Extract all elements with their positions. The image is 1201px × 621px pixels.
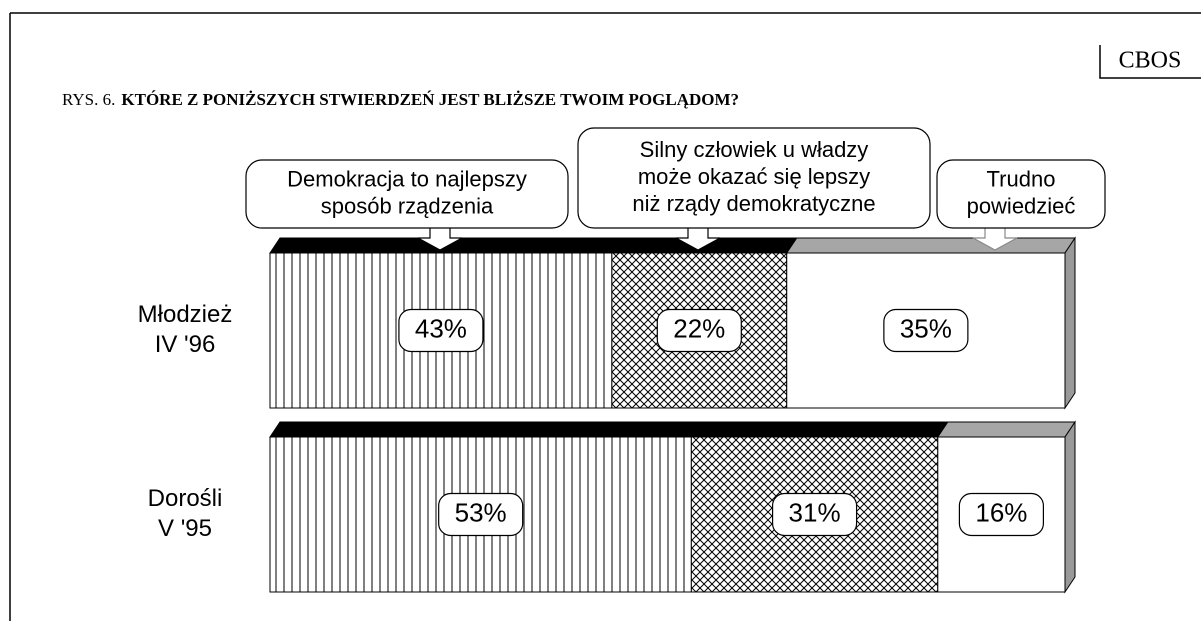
value-label: 53% — [455, 497, 507, 527]
legend-label: sposób rządzenia — [321, 193, 494, 218]
legend-label: powiedzieć — [967, 193, 1076, 218]
category-label: Dorośli — [148, 485, 223, 512]
value-label: 35% — [900, 313, 952, 343]
value-label-box — [771, 492, 858, 537]
bar-side-face — [1064, 420, 1076, 594]
source: CBOS — [1119, 48, 1182, 74]
category-label: Młodzież — [138, 301, 233, 328]
legend-label: niż rządy demokratyczne — [632, 191, 875, 216]
legend-box — [936, 159, 1106, 229]
source-box — [1099, 45, 1201, 79]
value-label-box — [398, 308, 484, 353]
chart-title: RYS. 6. KTÓRE Z PONIŻSZYCH STWIERDZEŃ JES… — [62, 90, 739, 109]
value-label-box — [656, 308, 742, 353]
legend-arrow — [417, 226, 463, 251]
title-text: KTÓRE Z PONIŻSZYCH STWIERDZEŃ JEST BLIŻS… — [121, 90, 739, 109]
value-label: 43% — [415, 313, 467, 343]
value-label-box — [883, 308, 969, 353]
legend-label: Trudno — [987, 166, 1056, 191]
legend-arrow — [675, 226, 721, 251]
bar-side-face — [1064, 236, 1076, 410]
bar-top-face — [269, 421, 703, 438]
bar-top-face — [690, 421, 949, 438]
value-label: 31% — [789, 497, 841, 527]
legend-label: Silny człowiek u władzy — [640, 137, 869, 162]
title-prefix: RYS. 6. — [62, 90, 115, 109]
category-label: IV '96 — [155, 331, 216, 358]
category-label: V '95 — [158, 515, 212, 542]
legend-label: Demokracja to najlepszy — [287, 166, 527, 191]
legend-box — [245, 159, 569, 229]
value-label-box — [958, 492, 1045, 537]
legend-box — [577, 127, 931, 229]
value-label-box — [438, 492, 524, 537]
value-label: 22% — [673, 313, 725, 343]
bar-top-face — [785, 237, 1076, 254]
legend-label: może okazać się lepszy — [638, 164, 870, 189]
bar-top-face — [936, 421, 1076, 438]
value-label: 16% — [975, 497, 1027, 527]
legend-arrow — [972, 226, 1018, 251]
